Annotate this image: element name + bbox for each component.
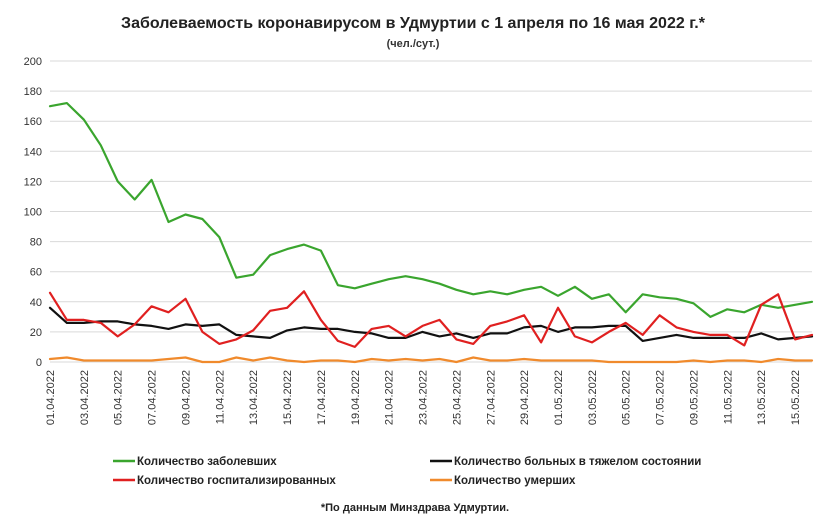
- x-tick-label: 23.04.2022: [418, 370, 430, 425]
- x-tick-label: 15.04.2022: [282, 370, 294, 425]
- x-tick-label: 01.04.2022: [45, 370, 57, 425]
- series-lines: [48, 101, 814, 364]
- y-tick-label: 40: [30, 297, 42, 309]
- x-tick-label: 17.04.2022: [316, 370, 328, 425]
- x-tick-label: 27.04.2022: [485, 370, 497, 425]
- x-tick-label: 13.04.2022: [248, 370, 260, 425]
- x-tick-label: 09.04.2022: [180, 370, 192, 425]
- x-tick-label: 03.05.2022: [587, 370, 599, 425]
- x-tick-label: 07.04.2022: [147, 370, 159, 425]
- chart-title: Заболеваемость коронавирусом в Удмуртии …: [121, 15, 706, 32]
- y-axis-ticks: 0 20 40 60 80 100 120 140 160 180 200: [24, 56, 42, 369]
- x-tick-label: 11.05.2022: [722, 370, 734, 424]
- x-tick-label: 03.04.2022: [79, 370, 91, 425]
- x-tick-label: 01.05.2022: [553, 370, 565, 425]
- y-tick-label: 180: [24, 86, 42, 98]
- legend-label-2: Количество госпитализированных: [137, 475, 336, 487]
- x-tick-label: 07.05.2022: [655, 370, 667, 425]
- series-line-1: [48, 306, 814, 342]
- legend-label-3: Количество умерших: [454, 475, 576, 487]
- y-tick-label: 120: [24, 176, 42, 188]
- y-tick-label: 80: [30, 237, 42, 249]
- x-tick-label: 05.05.2022: [621, 370, 633, 425]
- y-tick-label: 160: [24, 116, 42, 128]
- x-tick-label: 13.05.2022: [756, 370, 768, 425]
- y-tick-label: 0: [36, 357, 42, 369]
- y-tick-label: 140: [24, 146, 42, 158]
- x-tick-label: 29.04.2022: [519, 370, 531, 425]
- y-tick-label: 200: [24, 56, 42, 68]
- legend-label-1: Количество больных в тяжелом состоянии: [454, 456, 701, 468]
- x-tick-label: 09.05.2022: [688, 370, 700, 425]
- legend-label-0: Количество заболевших: [137, 456, 277, 468]
- y-tick-label: 20: [30, 327, 42, 339]
- footnote: *По данным Минздрава Удмуртии.: [321, 502, 509, 514]
- legend: Количество заболевших Количество больных …: [113, 456, 701, 487]
- gridlines: [50, 60, 812, 363]
- series-line-0: [48, 101, 814, 318]
- x-tick-label: 11.04.2022: [214, 370, 226, 424]
- series-line-2: [48, 290, 814, 348]
- x-tick-label: 25.04.2022: [451, 370, 463, 425]
- x-tick-label: 05.04.2022: [113, 370, 125, 425]
- y-tick-label: 60: [30, 267, 42, 279]
- x-tick-label: 21.04.2022: [384, 370, 396, 425]
- x-axis-ticks: 01.04.2022 03.04.2022 05.04.2022 07.04.2022…: [45, 370, 802, 425]
- y-tick-label: 100: [24, 207, 42, 219]
- chart-subtitle: (чел./сут.): [387, 38, 440, 50]
- x-tick-label: 15.05.2022: [790, 370, 802, 425]
- x-tick-label: 19.04.2022: [350, 370, 362, 425]
- series-line-3: [48, 356, 814, 364]
